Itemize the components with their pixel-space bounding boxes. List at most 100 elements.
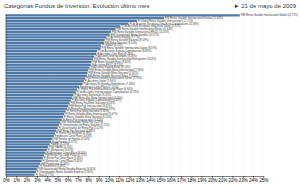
bar bbox=[6, 130, 56, 132]
grid-line bbox=[232, 14, 233, 176]
bar bbox=[6, 146, 48, 148]
bar bbox=[6, 119, 62, 121]
bar-label: FI Total (2.77%) bbox=[36, 173, 54, 177]
bar bbox=[6, 83, 82, 85]
x-tick-label: 13% bbox=[136, 178, 145, 183]
y-axis-line bbox=[6, 14, 7, 176]
bar bbox=[6, 47, 101, 49]
x-tick-label: 12% bbox=[126, 178, 135, 183]
bar bbox=[6, 127, 58, 129]
x-tick: 18% bbox=[187, 176, 196, 183]
x-tick-label: 16% bbox=[167, 178, 176, 183]
x-tick-label: 10% bbox=[105, 178, 114, 183]
bar bbox=[6, 171, 36, 173]
x-tick-label: 15% bbox=[156, 178, 165, 183]
bar bbox=[6, 113, 64, 115]
x-axis: 0%1%2%3%4%5%6%7%8%9%10%11%12%13%14%15%16… bbox=[3, 176, 268, 183]
x-tick-label: 20% bbox=[208, 178, 217, 183]
grid-line bbox=[263, 14, 264, 176]
x-tick: 8% bbox=[86, 176, 93, 183]
bar bbox=[6, 69, 88, 71]
grid-line bbox=[242, 14, 243, 176]
x-tick: 23% bbox=[239, 176, 248, 183]
x-tick-label: 17% bbox=[177, 178, 186, 183]
grid-line bbox=[201, 14, 202, 176]
bar bbox=[6, 86, 79, 88]
x-tick: 17% bbox=[177, 176, 186, 183]
bar bbox=[6, 124, 59, 126]
bar bbox=[6, 33, 110, 35]
bar bbox=[6, 25, 120, 27]
bar bbox=[6, 102, 70, 104]
bar bbox=[6, 42, 104, 44]
x-tick-label: 0% bbox=[3, 178, 10, 183]
bar bbox=[6, 72, 87, 74]
chart-container: Categorías Fondos de Inversión: Evolució… bbox=[0, 0, 300, 186]
x-tick: 12% bbox=[126, 176, 135, 183]
x-tick-label: 24% bbox=[249, 178, 258, 183]
x-tick: 16% bbox=[167, 176, 176, 183]
bar bbox=[6, 64, 91, 66]
grid-line bbox=[160, 14, 161, 176]
x-tick-label: 22% bbox=[228, 178, 237, 183]
x-axis-line bbox=[7, 176, 264, 177]
x-tick-label: 6% bbox=[65, 178, 72, 183]
bars bbox=[6, 14, 240, 176]
x-tick-label: 14% bbox=[146, 178, 155, 183]
bar bbox=[6, 94, 73, 96]
grid-line bbox=[150, 14, 151, 176]
bar bbox=[6, 157, 43, 159]
x-tick: 11% bbox=[115, 176, 124, 183]
x-tick-label: 25% bbox=[259, 178, 268, 183]
x-tick: 5% bbox=[55, 176, 62, 183]
x-tick-label: 7% bbox=[75, 178, 82, 183]
x-tick: 9% bbox=[96, 176, 103, 183]
bar bbox=[6, 50, 97, 52]
x-tick-label: 23% bbox=[239, 178, 248, 183]
x-tick: 3% bbox=[34, 176, 41, 183]
bar bbox=[6, 97, 72, 99]
bar bbox=[6, 91, 76, 93]
bar bbox=[6, 108, 67, 110]
x-tick: 20% bbox=[208, 176, 217, 183]
x-tick: 10% bbox=[105, 176, 114, 183]
bar bbox=[6, 135, 54, 137]
x-tick-label: 3% bbox=[34, 178, 41, 183]
x-tick-label: 19% bbox=[198, 178, 207, 183]
x-tick: 19% bbox=[198, 176, 207, 183]
bar bbox=[6, 88, 77, 90]
bar bbox=[6, 160, 42, 162]
x-tick: 21% bbox=[218, 176, 227, 183]
bar bbox=[6, 174, 35, 176]
bar bbox=[6, 152, 46, 154]
grid bbox=[6, 14, 263, 176]
x-tick: 15% bbox=[156, 176, 165, 183]
x-tick-label: 4% bbox=[44, 178, 51, 183]
bar bbox=[6, 165, 39, 167]
x-tick: 6% bbox=[65, 176, 72, 183]
x-tick: 0% bbox=[3, 176, 10, 183]
bar bbox=[6, 149, 47, 151]
grid-line bbox=[211, 14, 212, 176]
bar bbox=[6, 44, 101, 46]
x-tick: 13% bbox=[136, 176, 145, 183]
x-tick: 14% bbox=[146, 176, 155, 183]
bar bbox=[6, 31, 111, 33]
grid-line bbox=[191, 14, 192, 176]
x-tick: 7% bbox=[75, 176, 82, 183]
grid-line bbox=[222, 14, 223, 176]
bar bbox=[6, 22, 128, 24]
bar bbox=[6, 58, 93, 60]
bar bbox=[6, 99, 71, 101]
bar bbox=[6, 20, 137, 22]
bar bbox=[6, 168, 37, 170]
bar bbox=[6, 39, 105, 41]
bar bbox=[6, 121, 60, 123]
bar bbox=[6, 141, 51, 143]
bar bbox=[6, 163, 40, 165]
grid-line bbox=[253, 14, 254, 176]
grid-line bbox=[170, 14, 171, 176]
bar bbox=[6, 61, 91, 63]
chart-svg: Categorías Fondos de Inversión: Evolució… bbox=[0, 0, 300, 186]
bar bbox=[6, 77, 85, 79]
